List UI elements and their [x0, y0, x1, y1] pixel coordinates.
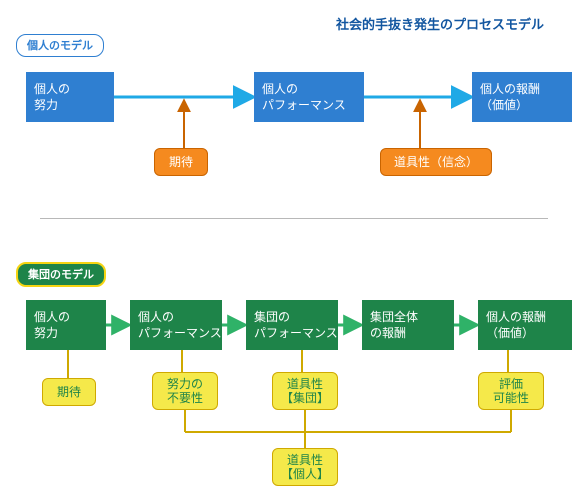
- diagram-title: 社会的手抜き発生のプロセスモデル: [336, 14, 544, 33]
- ind-expect: 期待: [154, 148, 208, 176]
- badge-individual-model: 個人のモデル: [16, 34, 104, 57]
- grp-greward: 集団全体 の報酬: [362, 300, 454, 350]
- grp-instr-g: 道具性 【集団】: [272, 372, 338, 410]
- ind-instr: 道具性（信念）: [380, 148, 492, 176]
- grp-effort: 個人の 努力: [26, 300, 106, 350]
- ind-effort: 個人の 努力: [26, 72, 114, 122]
- grp-eval: 評価 可能性: [478, 372, 544, 410]
- grp-instr-i: 道具性 【個人】: [272, 448, 338, 486]
- ind-perf: 個人の パフォーマンス: [254, 72, 364, 122]
- grp-unnec: 努力の 不要性: [152, 372, 218, 410]
- grp-gperf: 集団の パフォーマンス: [246, 300, 338, 350]
- grp-reward: 個人の報酬 （価値）: [478, 300, 572, 350]
- section-divider: [40, 218, 548, 219]
- ind-reward: 個人の報酬 （価値）: [472, 72, 572, 122]
- badge-group-model: 集団のモデル: [16, 262, 106, 287]
- grp-expect: 期待: [42, 378, 96, 406]
- grp-perf: 個人の パフォーマンス: [130, 300, 222, 350]
